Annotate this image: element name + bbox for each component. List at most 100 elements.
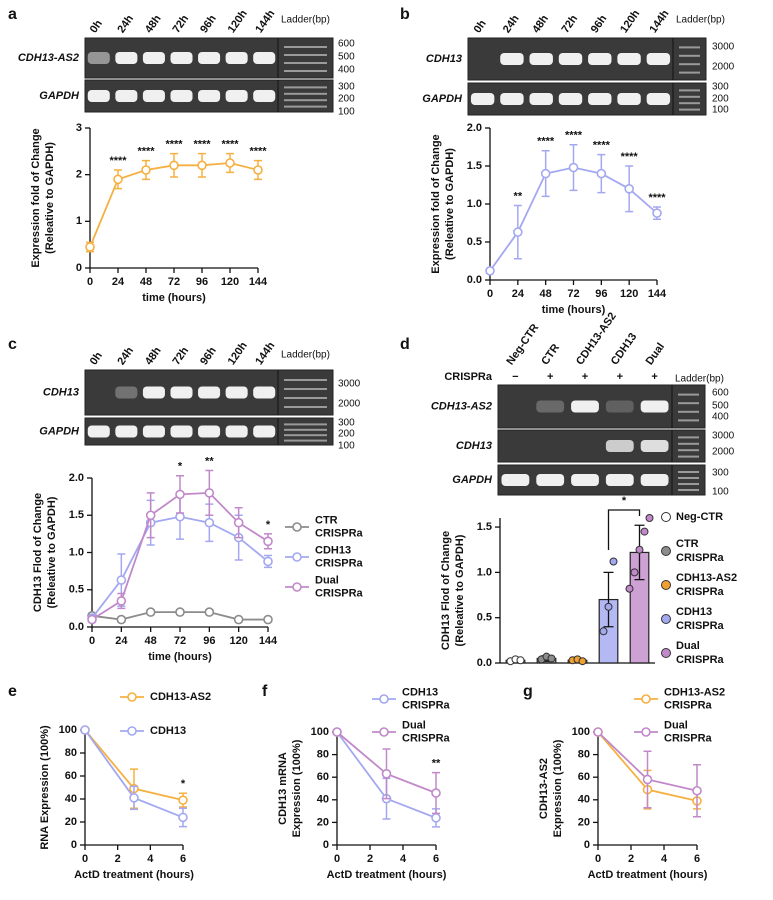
x-tick-label: 0	[87, 276, 93, 288]
ladder-label: 300	[712, 468, 729, 479]
y-axis-label: (Releative to GAPDH)	[46, 496, 58, 608]
data-point	[87, 614, 97, 625]
data-point	[178, 812, 188, 823]
data-point	[431, 788, 441, 798]
treatment-label: CRISPRa	[444, 371, 493, 383]
panel-letter: c	[8, 336, 17, 353]
data-point	[204, 607, 215, 617]
significance: ****	[593, 140, 611, 152]
x-tick-label: 72	[567, 288, 579, 300]
gel-band	[640, 440, 669, 452]
x-tick-label: 0	[334, 853, 340, 865]
gel-band	[142, 386, 165, 399]
gel-row	[497, 384, 706, 429]
ladder-title: Ladder(bp)	[281, 350, 330, 361]
legend-label: CDH13 CRISPRa	[676, 606, 725, 632]
ladder-title: Ladder(bp)	[281, 15, 330, 26]
row-label: GAPDH	[452, 474, 493, 486]
legend-label: Dual CRISPRa	[315, 574, 364, 599]
gel-band	[142, 90, 165, 102]
y-tick-label: 100	[572, 726, 590, 738]
legend-label: CDH13 CRISPRa	[402, 686, 451, 711]
y-tick-label: 80	[317, 749, 329, 761]
data-point	[540, 168, 551, 179]
legend-label: CTR CRISPRa	[676, 538, 725, 564]
x-tick-label: 6	[180, 853, 186, 865]
ladder-band	[678, 442, 699, 445]
significance: ****	[565, 130, 583, 142]
ladder-label: 600	[712, 388, 729, 399]
lane-label: CTR	[539, 342, 562, 367]
ladder-band	[284, 105, 327, 108]
data-point	[568, 162, 579, 173]
gel-band	[170, 52, 193, 64]
x-tick-label: 24	[112, 276, 125, 288]
x-tick-label: 2	[628, 853, 634, 865]
treatment-mark: +	[617, 371, 623, 383]
ladder-band	[284, 406, 327, 408]
panel-letter: b	[400, 6, 410, 23]
data-point	[204, 517, 215, 528]
panel-letter: f	[262, 683, 268, 700]
data-point	[692, 785, 702, 796]
ladder-band	[284, 423, 327, 426]
data-point	[175, 607, 185, 617]
x-tick-label: 0	[89, 635, 95, 647]
y-tick-label: 20	[65, 816, 77, 828]
gel-band	[115, 52, 138, 64]
gel-band	[558, 53, 583, 65]
x-tick-label: 96	[595, 288, 607, 300]
row-label: CDH13-AS2	[18, 52, 79, 64]
y-tick-label: 1.5	[467, 160, 482, 172]
ladder-band	[679, 46, 700, 49]
x-tick-label: 144	[648, 288, 667, 300]
ladder-band	[284, 388, 327, 390]
significance: *	[181, 778, 186, 790]
y-axis-label: Expression (100%)	[552, 739, 564, 837]
significance: *	[622, 495, 627, 507]
data-point	[145, 607, 156, 617]
data-point	[599, 627, 608, 636]
gel-band	[253, 425, 276, 438]
legend-label: CDH13-AS2 CRISPRa	[664, 686, 725, 711]
x-tick-label: 96	[203, 635, 215, 647]
ladder-band	[678, 436, 699, 439]
x-tick-label: 24	[115, 635, 128, 647]
lane-label: 0h	[472, 18, 489, 36]
y-tick-label: 40	[317, 794, 329, 806]
y-tick-label: 0.5	[477, 612, 492, 624]
legend-marker	[661, 580, 671, 590]
lane-label: 96h	[198, 13, 219, 36]
data-point	[609, 557, 618, 566]
ladder-band	[678, 477, 699, 479]
lane-label: 48h	[530, 13, 551, 36]
data-point	[129, 793, 139, 803]
x-tick-label: 144	[259, 635, 278, 647]
error-bar	[603, 571, 614, 628]
data-point	[169, 160, 179, 171]
y-tick-label: 2	[76, 169, 82, 181]
x-tick-label: 72	[174, 635, 186, 647]
y-tick-label: 20	[578, 816, 590, 828]
gel-band	[605, 440, 634, 452]
data-point	[175, 489, 185, 500]
ladder-label: 300	[338, 418, 355, 429]
ladder-band	[284, 428, 327, 431]
data-point	[516, 656, 525, 665]
gel-band	[253, 386, 276, 399]
gel-band	[571, 474, 599, 486]
significance: ****	[193, 139, 211, 151]
gel-band	[617, 53, 641, 65]
ladder-label: 500	[712, 401, 729, 412]
data-point	[485, 266, 495, 276]
data-point	[332, 727, 342, 737]
data-point	[593, 727, 603, 737]
ladder-label: 400	[338, 65, 355, 76]
data-point	[640, 527, 649, 536]
ladder-band	[284, 92, 327, 95]
ladder-band	[284, 434, 327, 437]
lane-label: 48h	[143, 345, 164, 368]
gel-band	[500, 53, 524, 65]
lane-label: 72h	[171, 345, 192, 368]
lane-label: 96h	[589, 13, 610, 36]
